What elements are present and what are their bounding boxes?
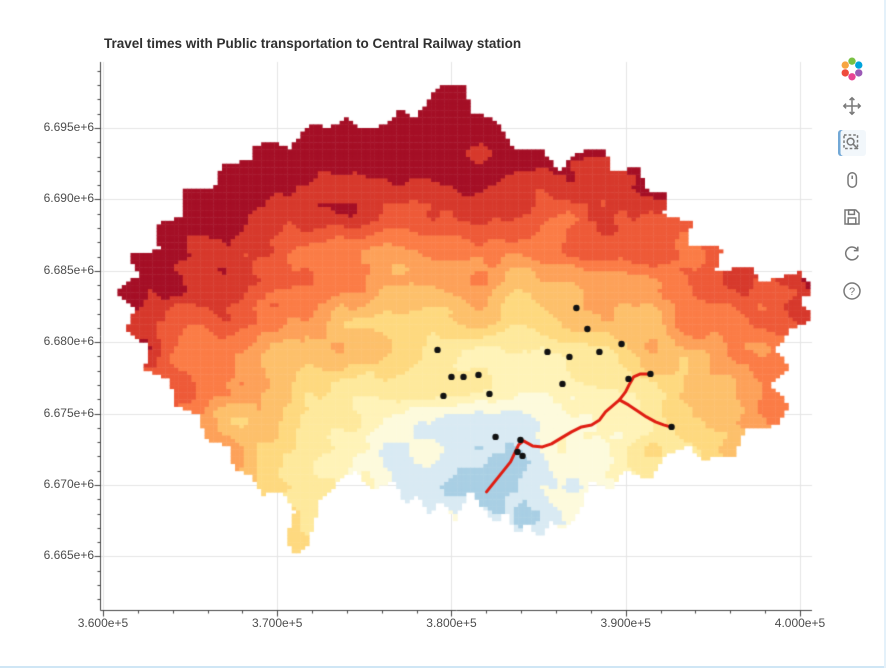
pan-tool-button[interactable] — [838, 93, 866, 119]
toolbar: ? — [832, 56, 872, 304]
x-tick-label: 3.900e+5 — [600, 616, 651, 630]
plot-title: Travel times with Public transportation … — [104, 36, 522, 51]
wheel-zoom-icon — [847, 172, 858, 188]
y-tick-label: 6.670e+6 — [43, 477, 94, 492]
x-tick-label: 3.700e+5 — [252, 616, 303, 630]
window-edge-right — [884, 0, 886, 668]
y-tick-label: 6.695e+6 — [43, 119, 94, 134]
box-zoom-tool-button[interactable] — [838, 130, 866, 156]
reset-tool-button[interactable] — [838, 241, 866, 267]
wheel-zoom-tool-button[interactable] — [838, 167, 866, 193]
bokeh-logo-icon — [841, 57, 863, 81]
box-zoom-icon — [843, 134, 859, 150]
help-icon: ? — [843, 282, 861, 300]
help-tool-button[interactable]: ? — [838, 278, 866, 304]
pan-icon — [842, 96, 862, 116]
y-tick-label: 6.675e+6 — [43, 405, 94, 420]
y-tick-label: 6.685e+6 — [43, 262, 94, 277]
save-tool-button[interactable] — [838, 204, 866, 230]
save-icon — [844, 209, 860, 225]
y-tick-label: 6.680e+6 — [43, 334, 94, 349]
x-tick-label: 3.600e+5 — [77, 616, 129, 630]
svg-text:?: ? — [849, 286, 855, 298]
y-tick-label: 6.690e+6 — [43, 191, 94, 206]
reset-icon — [844, 246, 859, 261]
window-edge-bottom — [0, 666, 886, 668]
x-tick-label: 4.000e+5 — [774, 616, 826, 630]
bokeh-logo[interactable] — [839, 56, 865, 82]
x-tick-label: 3.800e+5 — [426, 616, 477, 630]
y-tick-label: 6.665e+6 — [43, 548, 94, 563]
